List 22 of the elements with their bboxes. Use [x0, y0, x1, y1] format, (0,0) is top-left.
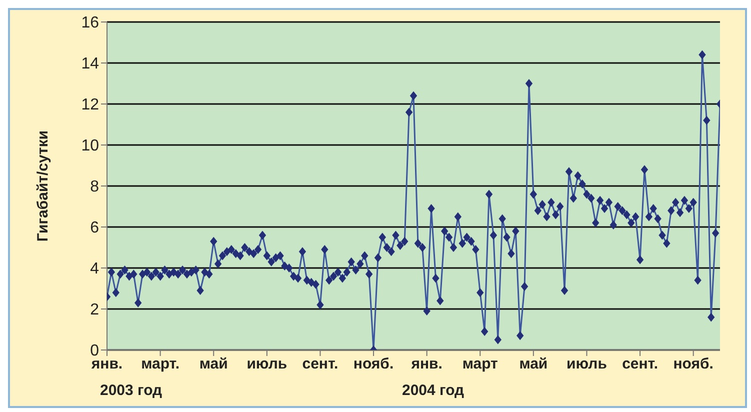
y-tick-label: 16: [81, 14, 100, 32]
x-tick-label: март: [462, 356, 498, 373]
y-tick-label: 12: [81, 96, 100, 114]
x-tick-label: июль: [246, 356, 288, 373]
y-axis-title: Гигабайт/сутки: [34, 130, 52, 242]
text: 2003 год: [100, 382, 162, 399]
y-tick-label: 2: [90, 302, 100, 319]
x-tick-label: май: [519, 356, 548, 373]
x-tick-label: март.: [141, 356, 180, 373]
x-tick-label: май: [199, 356, 228, 373]
x-tick-label: янв.: [411, 356, 442, 373]
y-tick-label: 6: [90, 220, 100, 237]
text: 2004 год: [402, 382, 464, 399]
y-tick-label: 14: [81, 56, 100, 73]
x-tick-label: сент.: [302, 356, 338, 373]
x-tick-label: сент.: [622, 356, 658, 373]
y-tick-label: 8: [90, 178, 100, 196]
x-tick-label: июль: [566, 356, 607, 373]
y-tick-label: 4: [90, 260, 100, 278]
y-tick-label: 10: [81, 138, 100, 155]
x-tick-label: нояб.: [353, 356, 394, 373]
x-tick-label: нояб.: [673, 356, 714, 373]
